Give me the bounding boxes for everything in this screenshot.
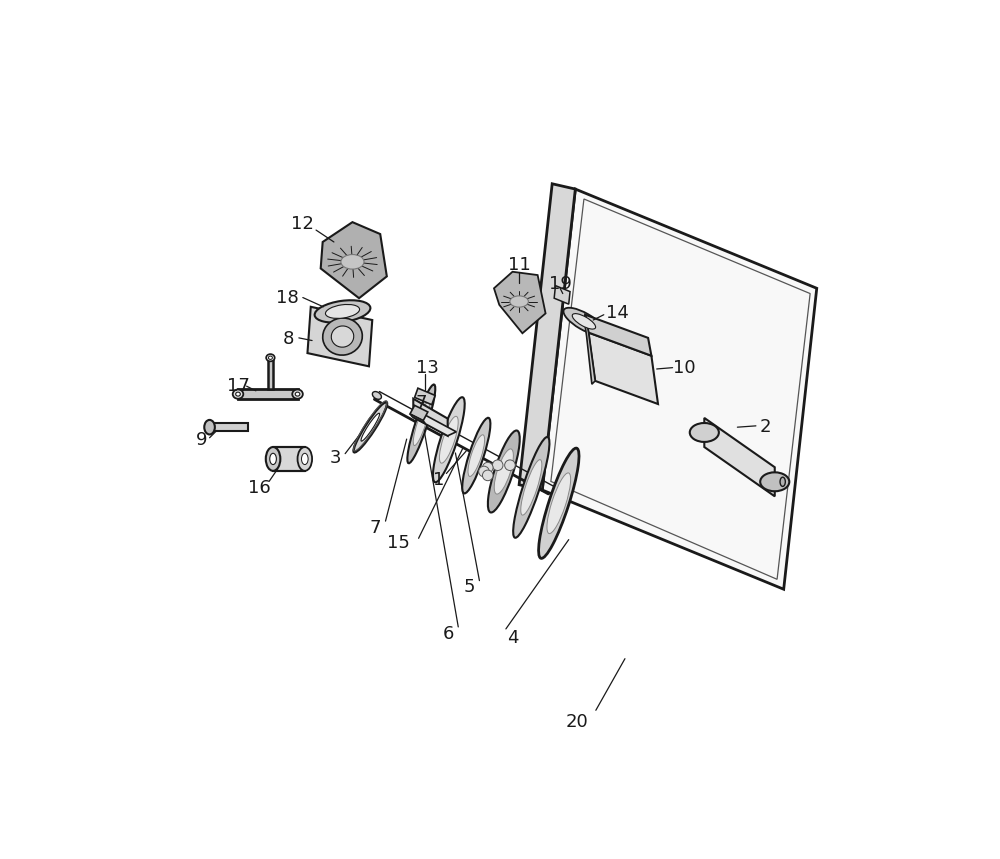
Ellipse shape: [539, 448, 579, 558]
Circle shape: [492, 460, 503, 471]
Polygon shape: [210, 423, 248, 431]
Text: 8: 8: [283, 330, 295, 348]
Ellipse shape: [413, 402, 429, 446]
Ellipse shape: [439, 417, 458, 463]
Text: 20: 20: [565, 712, 588, 730]
Ellipse shape: [361, 413, 380, 442]
Ellipse shape: [266, 354, 275, 362]
Ellipse shape: [407, 385, 435, 463]
Polygon shape: [410, 405, 428, 421]
Polygon shape: [585, 314, 651, 356]
Polygon shape: [519, 184, 575, 490]
Polygon shape: [410, 414, 425, 423]
Ellipse shape: [433, 397, 465, 482]
Polygon shape: [268, 357, 273, 389]
Ellipse shape: [325, 304, 360, 319]
Text: 1: 1: [433, 471, 444, 489]
Polygon shape: [704, 418, 775, 497]
Text: 13: 13: [416, 359, 439, 376]
Ellipse shape: [233, 389, 243, 399]
Ellipse shape: [468, 435, 485, 477]
Text: 12: 12: [291, 215, 314, 233]
Text: 10: 10: [673, 359, 696, 376]
Ellipse shape: [780, 477, 785, 486]
Ellipse shape: [760, 472, 789, 491]
Ellipse shape: [292, 389, 303, 399]
Text: 17: 17: [227, 377, 249, 395]
Text: 11: 11: [508, 256, 530, 274]
Ellipse shape: [462, 417, 490, 493]
Ellipse shape: [521, 460, 542, 515]
Text: 7: 7: [415, 393, 427, 411]
Circle shape: [482, 462, 493, 473]
Ellipse shape: [488, 430, 520, 513]
Text: 18: 18: [276, 289, 299, 307]
Circle shape: [482, 470, 493, 481]
Text: 7: 7: [370, 519, 381, 537]
Polygon shape: [554, 286, 570, 304]
Ellipse shape: [494, 449, 513, 494]
Polygon shape: [589, 332, 658, 404]
Ellipse shape: [323, 318, 362, 355]
Polygon shape: [273, 447, 305, 471]
Polygon shape: [238, 389, 298, 399]
Ellipse shape: [270, 454, 276, 465]
Ellipse shape: [236, 392, 240, 396]
Ellipse shape: [268, 356, 272, 359]
Polygon shape: [413, 399, 448, 436]
Text: 4: 4: [507, 629, 518, 647]
Ellipse shape: [315, 301, 370, 323]
Polygon shape: [307, 307, 372, 366]
Ellipse shape: [204, 420, 215, 435]
Text: 5: 5: [464, 578, 475, 596]
Ellipse shape: [266, 447, 280, 471]
Ellipse shape: [372, 392, 381, 399]
Ellipse shape: [341, 254, 364, 269]
Ellipse shape: [295, 392, 300, 396]
Ellipse shape: [547, 473, 571, 533]
Text: 15: 15: [387, 534, 410, 552]
Text: 19: 19: [549, 275, 572, 293]
Ellipse shape: [302, 454, 308, 465]
Text: 6: 6: [443, 624, 454, 643]
Text: 2: 2: [759, 418, 771, 436]
Polygon shape: [413, 413, 456, 436]
Ellipse shape: [510, 295, 528, 308]
Polygon shape: [415, 388, 435, 405]
Ellipse shape: [298, 447, 312, 471]
Text: 16: 16: [248, 479, 271, 497]
Text: 14: 14: [606, 304, 628, 322]
Circle shape: [479, 466, 489, 477]
Polygon shape: [542, 189, 817, 589]
Text: 9: 9: [196, 431, 207, 449]
Polygon shape: [584, 314, 595, 384]
Polygon shape: [321, 222, 387, 298]
Circle shape: [505, 460, 515, 471]
Ellipse shape: [563, 308, 604, 335]
Ellipse shape: [690, 423, 719, 442]
Text: 3: 3: [330, 449, 342, 467]
Polygon shape: [494, 271, 546, 333]
Ellipse shape: [354, 402, 387, 453]
Ellipse shape: [513, 437, 549, 538]
Ellipse shape: [572, 314, 596, 329]
Ellipse shape: [331, 326, 354, 347]
